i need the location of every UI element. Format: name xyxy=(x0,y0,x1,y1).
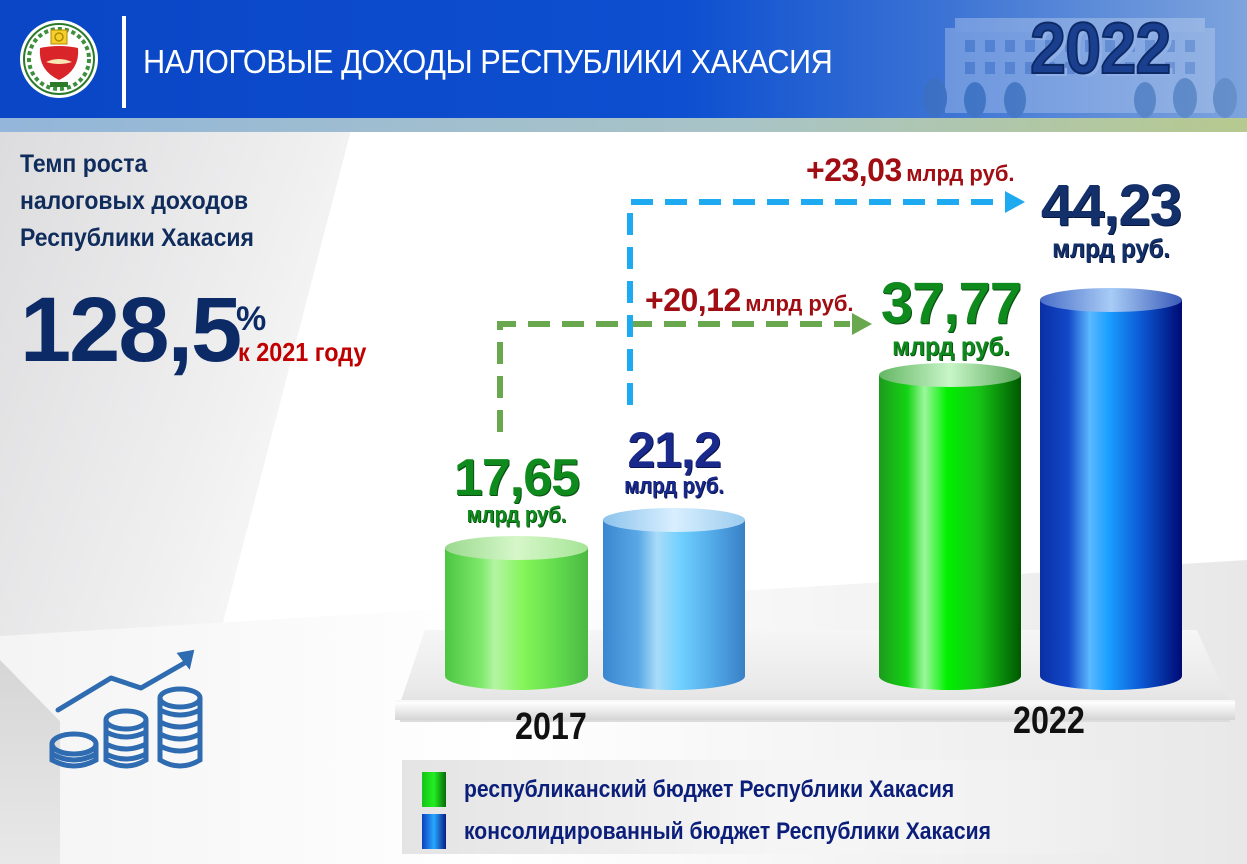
header-stripe xyxy=(0,118,1247,132)
growth-rate-note: к 2021 году xyxy=(238,337,367,367)
legend-label: республиканский бюджет Республики Хакаси… xyxy=(464,775,955,803)
value-unit: млрд руб. xyxy=(892,331,1010,361)
delta-label-consolidated: +23,03 млрд руб. xyxy=(806,152,1015,189)
delta-unit: млрд руб. xyxy=(745,291,854,316)
coins-growth-chart-icon xyxy=(49,649,203,769)
header-banner: НАЛОГОВЫЕ ДОХОДЫ РЕСПУБЛИКИ ХАКАСИЯ 2022 xyxy=(0,0,1247,118)
heading-line: Республики Хакасия xyxy=(20,224,254,252)
legend-swatch-green xyxy=(422,772,446,807)
heading-line: Темп роста xyxy=(20,150,148,178)
legend-label: консолидированный бюджет Республики Хака… xyxy=(464,817,991,845)
value-label-2022-republican: 37,77 млрд руб. xyxy=(865,271,1037,361)
bar-2017-consolidated xyxy=(603,508,745,690)
x-axis-label-2017: 2017 xyxy=(515,706,587,748)
republican-growth-arrow xyxy=(497,313,872,432)
value-number: 21,2 xyxy=(627,422,721,478)
khakassia-coat-of-arms-icon xyxy=(20,20,98,98)
delta-number: +20,12 xyxy=(645,282,741,318)
value-number: 17,65 xyxy=(453,449,580,507)
legend-item-consolidated: консолидированный бюджет Республики Хака… xyxy=(422,814,1063,849)
government-building-icon xyxy=(923,18,1237,118)
bar-2017-republican xyxy=(445,536,588,690)
growth-rate-value: 128,5 xyxy=(20,279,242,381)
header-divider xyxy=(122,16,126,108)
value-label-2017-republican: 17,65 млрд руб. xyxy=(445,452,588,526)
delta-unit: млрд руб. xyxy=(906,161,1015,186)
legend-item-republican: республиканский бюджет Республики Хакаси… xyxy=(422,772,1021,807)
value-unit: млрд руб. xyxy=(466,502,567,527)
delta-label-republican: +20,12 млрд руб. xyxy=(645,282,854,319)
header-year: 2022 xyxy=(1029,8,1172,90)
value-unit: млрд руб. xyxy=(1052,233,1170,263)
value-number: 44,23 xyxy=(1040,173,1182,238)
value-unit: млрд руб. xyxy=(624,473,724,498)
delta-number: +23,03 xyxy=(806,152,902,188)
page-title: НАЛОГОВЫЕ ДОХОДЫ РЕСПУБЛИКИ ХАКАСИЯ xyxy=(143,43,833,80)
x-axis-label-2022: 2022 xyxy=(1013,700,1085,742)
growth-rate-percent: % xyxy=(236,300,267,338)
growth-rate-heading: Темп роста налоговых доходов Республики … xyxy=(20,146,254,257)
value-label-2017-consolidated: 21,2 млрд руб. xyxy=(603,425,745,497)
value-label-2022-consolidated: 44,23 млрд руб. xyxy=(1028,173,1194,263)
bar-2022-republican xyxy=(879,363,1021,690)
bar-2022-consolidated xyxy=(1040,288,1182,690)
chart-platform-edge xyxy=(395,700,1235,720)
legend-swatch-blue xyxy=(422,814,446,849)
chart-legend: республиканский бюджет Республики Хакаси… xyxy=(402,760,1142,854)
value-number: 37,77 xyxy=(880,271,1022,336)
heading-line: налоговых доходов xyxy=(20,187,249,215)
